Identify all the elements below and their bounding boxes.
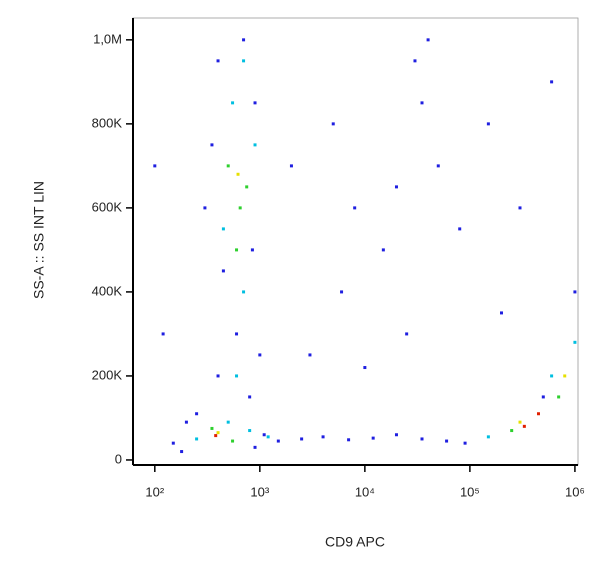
point: [321, 435, 325, 439]
point: [347, 438, 351, 442]
point: [242, 38, 246, 42]
point: [171, 441, 175, 445]
point: [510, 429, 514, 433]
point: [161, 332, 165, 336]
point: [563, 374, 567, 378]
y-tick-label: 1,0M: [93, 31, 122, 46]
point: [242, 59, 246, 63]
point: [276, 439, 280, 443]
point: [518, 420, 522, 424]
point: [394, 433, 398, 437]
point: [426, 38, 430, 42]
point: [371, 436, 375, 440]
point: [236, 172, 240, 176]
point: [258, 353, 262, 357]
x-tick-label: 10⁴: [355, 484, 375, 499]
point: [231, 101, 235, 105]
point: [300, 437, 304, 441]
point: [180, 450, 184, 454]
point: [262, 433, 266, 437]
point: [210, 426, 214, 430]
point: [518, 206, 522, 210]
point: [405, 332, 409, 336]
point: [381, 248, 385, 252]
point: [253, 143, 257, 147]
point: [235, 332, 239, 336]
point: [436, 164, 440, 168]
point: [353, 206, 357, 210]
y-tick-label: 400K: [92, 283, 123, 298]
point: [231, 439, 235, 443]
point: [216, 431, 220, 435]
point: [445, 439, 449, 443]
point: [235, 248, 239, 252]
y-tick-label: 0: [115, 451, 122, 466]
point: [216, 374, 220, 378]
point: [500, 311, 504, 315]
point: [420, 101, 424, 105]
point: [235, 374, 239, 378]
point: [340, 290, 344, 294]
point: [203, 206, 207, 210]
y-tick-label: 600K: [92, 199, 123, 214]
point: [226, 164, 230, 168]
point: [557, 395, 561, 399]
x-axis-label: CD9 APC: [325, 534, 385, 550]
point: [394, 185, 398, 189]
y-tick-label: 800K: [92, 115, 123, 130]
y-axis-label: SS-A :: SS INT LIN: [31, 181, 47, 299]
point: [214, 434, 218, 438]
point: [486, 122, 490, 126]
point: [458, 227, 462, 231]
point: [420, 437, 424, 441]
x-tick-label: 10³: [250, 484, 269, 499]
point: [413, 59, 417, 63]
point: [248, 429, 252, 433]
x-tick-label: 10²: [145, 484, 164, 499]
point: [289, 164, 293, 168]
point: [253, 445, 257, 449]
point: [541, 395, 545, 399]
point: [242, 290, 246, 294]
point: [195, 437, 199, 441]
point: [221, 227, 225, 231]
plot-frame: [132, 17, 579, 466]
point: [486, 435, 490, 439]
point: [221, 269, 225, 273]
point: [536, 412, 540, 416]
point: [226, 420, 230, 424]
point: [184, 420, 188, 424]
point: [266, 435, 270, 439]
x-tick-label: 10⁵: [460, 484, 480, 499]
point: [331, 122, 335, 126]
point: [308, 353, 312, 357]
point: [253, 101, 257, 105]
point: [248, 395, 252, 399]
point: [210, 143, 214, 147]
point: [363, 366, 367, 370]
point: [573, 340, 577, 344]
point: [245, 185, 249, 189]
x-tick-label: 10⁶: [565, 484, 585, 499]
point: [153, 164, 157, 168]
point: [250, 248, 254, 252]
point: [463, 441, 467, 445]
point: [550, 374, 554, 378]
point: [573, 290, 577, 294]
point: [238, 206, 242, 210]
point: [550, 80, 554, 84]
point: [522, 424, 526, 428]
y-tick-label: 200K: [92, 367, 123, 382]
point: [216, 59, 220, 63]
point: [195, 412, 199, 416]
